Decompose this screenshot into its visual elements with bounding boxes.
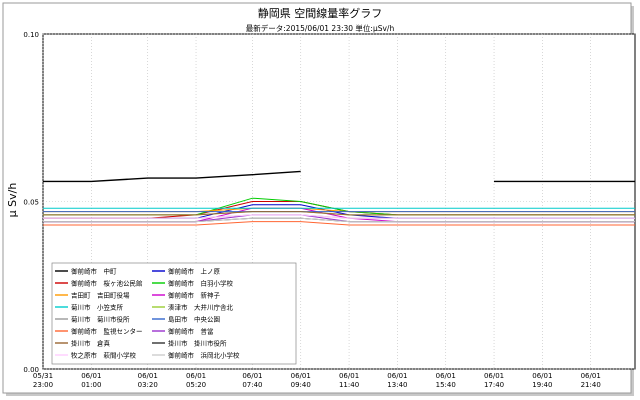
legend-label: 吉田町 吉田町役場 (71, 291, 130, 300)
x-tick-date: 06/01 (581, 372, 601, 380)
x-tick-time: 17:40 (484, 381, 504, 389)
legend-label: 御前崎市 白羽小学校 (168, 279, 234, 288)
series-lines (43, 170, 635, 226)
series-line (43, 211, 635, 216)
series-line (43, 170, 301, 183)
legend-label: 菊川市 小笠支所 (71, 303, 124, 312)
legend-label: 御前崎市 桜ヶ池公民館 (71, 279, 143, 288)
x-tick-time: 15:40 (436, 381, 456, 389)
x-tick-date: 06/01 (138, 372, 158, 380)
x-tick-time: 05:20 (186, 381, 206, 389)
legend-label: 掛川市 掛川市役所 (168, 339, 227, 348)
x-tick-time: 01:00 (81, 381, 101, 389)
x-tick-time: 19:40 (532, 381, 552, 389)
series-line (43, 214, 635, 219)
legend-label: 御前崎市 普當 (168, 327, 214, 336)
x-tick-date: 06/01 (387, 372, 407, 380)
y-tick-label: 0.10 (23, 31, 39, 39)
x-tick-date: 06/01 (484, 372, 504, 380)
legend-label: 御前崎市 浜岡北小学校 (168, 351, 240, 360)
legend-label: 牧之原市 萩間小学校 (71, 351, 137, 360)
x-tick-date: 06/01 (339, 372, 359, 380)
x-tick-time: 11:40 (339, 381, 359, 389)
x-tick-date: 06/01 (242, 372, 262, 380)
x-tick-time: 21:40 (581, 381, 601, 389)
y-tick-label: 0.05 (23, 199, 39, 207)
legend-label: 菊川市 菊川市役所 (71, 315, 130, 324)
x-tick-time: 09:40 (291, 381, 311, 389)
x-tick-time: 23:00 (33, 381, 53, 389)
legend-label: 御前崎市 監視センター (71, 327, 143, 336)
x-tick-date: 06/01 (291, 372, 311, 380)
legend-label: 御前崎市 中町 (71, 267, 117, 276)
x-ticks: 05/3123:0006/0101:0006/0103:2006/0105:20… (33, 372, 601, 389)
x-tick-time: 03:20 (138, 381, 158, 389)
x-tick-date: 06/01 (532, 372, 552, 380)
legend-label: 掛川市 倉真 (71, 339, 111, 348)
legend-box (51, 262, 297, 365)
legend-label: 御前崎市 上ノ原 (168, 267, 221, 276)
x-tick-date: 06/01 (186, 372, 206, 380)
x-tick-date: 06/01 (436, 372, 456, 380)
legend-label: 島田市 中央公園 (168, 315, 220, 324)
y-ticks: 0.00 0.05 0.10 (23, 31, 39, 374)
chart-subtitle: 最新データ:2015/06/01 23:30 単位:μSv/h (246, 23, 395, 33)
y-axis-label: μ Sv/h (6, 183, 19, 218)
y-tick-label: 0.00 (23, 366, 39, 374)
x-tick-time: 07:40 (242, 381, 262, 389)
series-line (43, 221, 635, 226)
chart-title: 静岡県 空間線量率グラフ (258, 6, 383, 20)
x-tick-date: 05/31 (33, 372, 53, 380)
series-line (43, 217, 635, 223)
legend-label: 御前崎市 新神子 (168, 291, 221, 300)
x-tick-time: 13:40 (387, 381, 407, 389)
x-tick-date: 06/01 (81, 372, 101, 380)
legend-label: 湊津市 大井川庁舎北 (168, 303, 234, 312)
